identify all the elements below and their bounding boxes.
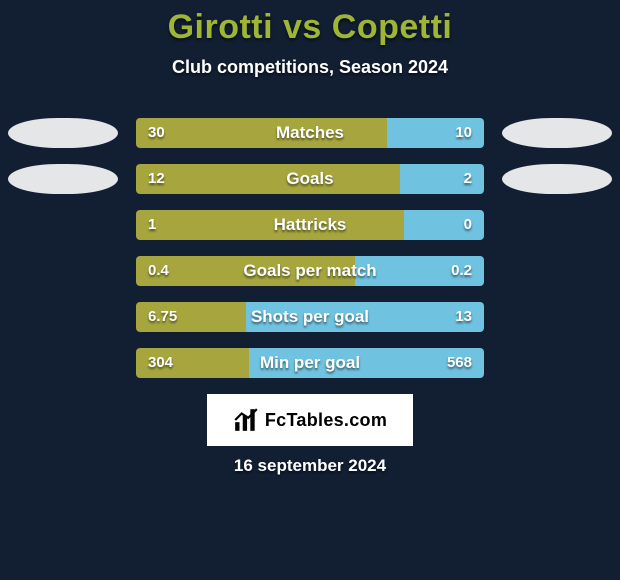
- chart-icon: [233, 407, 259, 433]
- branding-text: FcTables.com: [265, 410, 387, 431]
- comparison-infographic: Girotti vs Copetti Club competitions, Se…: [0, 0, 620, 580]
- bar-right: [246, 302, 484, 332]
- player-marker-right: [502, 118, 612, 148]
- stat-row: Hattricks10: [0, 210, 620, 240]
- bar-right: [387, 118, 484, 148]
- branding-badge: FcTables.com: [207, 394, 413, 446]
- player-marker-left: [8, 118, 118, 148]
- bar-left: [136, 118, 387, 148]
- bar-track: [136, 348, 484, 378]
- bar-right: [400, 164, 484, 194]
- bar-left: [136, 164, 400, 194]
- bar-track: [136, 210, 484, 240]
- stat-row: Goals122: [0, 164, 620, 194]
- bar-track: [136, 302, 484, 332]
- bar-left: [136, 210, 404, 240]
- bar-left: [136, 302, 246, 332]
- page-title: Girotti vs Copetti: [0, 0, 620, 47]
- bar-right: [404, 210, 484, 240]
- player-marker-left: [8, 164, 118, 194]
- bar-track: [136, 164, 484, 194]
- stat-row: Shots per goal6.7513: [0, 302, 620, 332]
- bar-right: [249, 348, 484, 378]
- stat-rows: Matches3010 Goals122 Hattricks10 Goals per …: [0, 118, 620, 394]
- bar-track: [136, 118, 484, 148]
- bar-right: [355, 256, 484, 286]
- footer-date: 16 september 2024: [0, 456, 620, 476]
- bar-track: [136, 256, 484, 286]
- player-marker-right: [502, 164, 612, 194]
- stat-row: Matches3010: [0, 118, 620, 148]
- bar-left: [136, 348, 249, 378]
- stat-row: Goals per match0.40.2: [0, 256, 620, 286]
- stat-row: Min per goal304568: [0, 348, 620, 378]
- subtitle: Club competitions, Season 2024: [0, 57, 620, 78]
- bar-left: [136, 256, 355, 286]
